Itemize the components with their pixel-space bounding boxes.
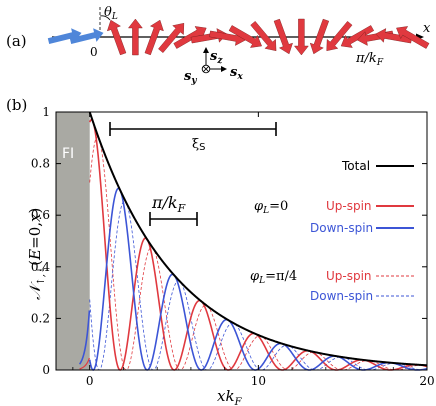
fi-spin-arrow — [69, 28, 104, 44]
y-tick-label: 0.4 — [31, 260, 50, 274]
series-total — [88, 111, 428, 367]
sy-cross-2 — [202, 65, 210, 73]
y-tick-label: 0.8 — [31, 157, 50, 171]
panel-b-label: (b) — [6, 96, 27, 114]
legend: Total φL=0 Up-spin Down-spin φL=π/4 Up-s… — [250, 159, 414, 303]
series-up-spin-phi-pi4 — [89, 136, 428, 371]
x-tick-label: 10 — [251, 374, 266, 388]
sc-spin-arrow — [326, 21, 353, 52]
curves — [78, 111, 428, 371]
sc-spin-arrow — [273, 18, 293, 55]
sc-spin-arrow — [375, 28, 413, 44]
sx-arrowhead — [221, 66, 227, 72]
legend-down-label: Down-spin — [310, 221, 373, 235]
pi-kf-scale-bar: π/kF — [149, 193, 198, 226]
panel-a-label: (a) — [6, 32, 27, 50]
x-tick-label: 0 — [86, 374, 94, 388]
theta-label: θL — [104, 5, 118, 22]
panel-a-x-label: x — [423, 21, 431, 36]
legend-down-dashed-label: Down-spin — [310, 289, 373, 303]
legend-phi0-label: φL=0 — [254, 199, 288, 216]
fi-spin-arrow — [47, 28, 82, 44]
xi-label: ξS — [192, 137, 206, 153]
origin-label: 0 — [90, 45, 98, 59]
fi-region — [56, 112, 90, 370]
y-tick-label: 0.2 — [31, 311, 50, 325]
legend-phi4-label: φL=π/4 — [250, 269, 297, 286]
panel-a: (a) x θL 0 π/kF sz sx sy — [6, 5, 431, 86]
theta-arc — [99, 15, 111, 21]
sz-label: sz — [210, 49, 223, 66]
y-axis-label: 𝒩↑,↓(E=0,x) — [26, 208, 47, 300]
axis-ticks: 00.20.40.60.810 10 20 — [31, 105, 435, 388]
sc-spin-arrow — [293, 18, 309, 56]
sc-spin-arrow — [228, 25, 262, 48]
sz-arrowhead — [203, 47, 209, 53]
sy-label: sy — [184, 69, 197, 86]
sc-spin-arrow — [158, 22, 185, 53]
sc-spin-arrow — [127, 18, 143, 56]
series-down-spin-fi-tail — [78, 310, 91, 365]
y-tick-label: 0.6 — [31, 208, 50, 222]
sc-spin-arrow — [250, 21, 277, 52]
legend-up-dashed-label: Up-spin — [326, 269, 372, 283]
fi-label: FI — [62, 146, 74, 162]
x-tick-label: 20 — [419, 374, 434, 388]
series-up-spin-phi-0 — [88, 118, 428, 371]
sc-spin-arrow — [106, 19, 127, 56]
panel-b: (b) FI 00.20.40.60.810 10 20 ξS π/kF Total — [6, 96, 435, 406]
spin-arrows — [47, 18, 430, 56]
xi-scale-bar: ξS — [109, 122, 277, 153]
y-tick-label: 1 — [42, 105, 50, 119]
sc-spin-arrow — [144, 19, 164, 56]
y-tick-label: 0 — [42, 363, 50, 377]
pi-kf-label-b: π/kF — [151, 193, 186, 215]
sc-spin-arrow — [309, 18, 330, 55]
pi-kf-label-a: π/kF — [355, 51, 384, 68]
sc-spin-arrow — [340, 25, 375, 48]
legend-up-label: Up-spin — [326, 199, 372, 213]
plot-frame — [55, 111, 428, 371]
series-up-spin-fi-tail — [79, 357, 90, 370]
legend-total-label: Total — [341, 159, 370, 173]
sc-spin-arrow — [396, 26, 430, 49]
sx-label: sx — [230, 65, 243, 82]
x-axis-label: xkF — [217, 387, 243, 406]
spin-coordinate-axes: sz sx sy — [184, 47, 243, 86]
